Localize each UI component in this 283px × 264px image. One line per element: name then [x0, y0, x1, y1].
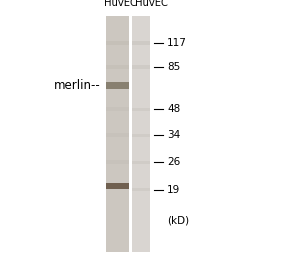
Bar: [106, 107, 129, 111]
Bar: [132, 161, 150, 164]
Bar: [132, 41, 150, 45]
Bar: [106, 82, 129, 89]
Bar: [132, 134, 150, 137]
Text: 48: 48: [167, 104, 180, 114]
Text: 19: 19: [167, 185, 180, 195]
Bar: [132, 65, 150, 69]
Bar: [106, 16, 129, 252]
Bar: [106, 183, 129, 189]
Text: 117: 117: [167, 38, 187, 48]
Bar: [132, 16, 150, 252]
Text: (kD): (kD): [167, 215, 189, 225]
Text: HuvEC: HuvEC: [135, 0, 168, 8]
Bar: [106, 64, 129, 69]
Text: 26: 26: [167, 157, 180, 167]
Bar: [106, 161, 129, 164]
Text: HuvEC: HuvEC: [104, 0, 137, 8]
Text: merlin--: merlin--: [54, 79, 100, 92]
Bar: [106, 41, 129, 45]
Text: 85: 85: [167, 62, 180, 72]
Text: 34: 34: [167, 130, 180, 140]
Bar: [106, 133, 129, 137]
Bar: [132, 107, 150, 111]
Bar: [132, 188, 150, 191]
